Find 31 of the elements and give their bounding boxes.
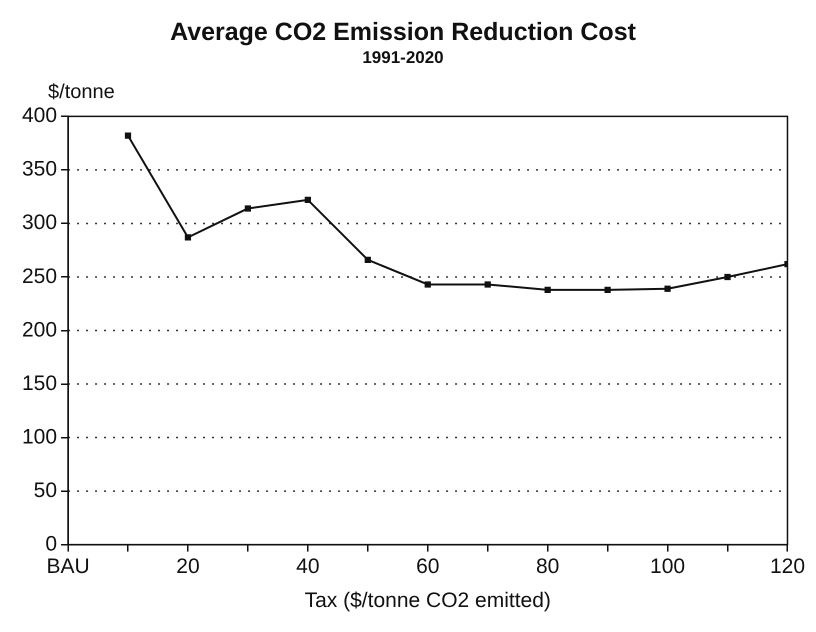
y-axis-title: $/tonne (48, 80, 115, 103)
y-tick-label: 200 (22, 318, 58, 342)
x-tick-label: 20 (176, 554, 200, 578)
point (364, 256, 371, 263)
y-tick-label: 350 (22, 158, 58, 181)
x-tick-label: 40 (296, 554, 320, 578)
y-tick-label: 300 (22, 211, 58, 234)
point (724, 274, 731, 280)
point (184, 234, 192, 240)
x-axis-title: Tax ($/tonne CO2 emitted) (304, 589, 551, 612)
y-tick-label: 0 (45, 532, 58, 556)
point (424, 281, 431, 288)
point (244, 205, 252, 212)
point (124, 132, 132, 139)
chart-title: Average CO2 Emission Reduction Cost (170, 18, 637, 46)
point (304, 196, 311, 204)
x-tick-label: 120 (770, 554, 806, 578)
x-tick-label: 80 (536, 554, 560, 578)
y-tick-label: 150 (22, 372, 58, 395)
y-tick-label: 250 (22, 264, 58, 288)
point (544, 286, 551, 293)
x-tick-label: 60 (416, 554, 440, 578)
y-tick-label: 400 (22, 104, 58, 128)
y-tick-label: 50 (34, 478, 58, 502)
chart-subtitle: 1991-2020 (362, 48, 444, 67)
point (604, 286, 611, 293)
point (664, 286, 671, 292)
y-tick-label: 100 (22, 425, 58, 448)
point (484, 281, 491, 288)
x-tick-label: BAU (46, 554, 90, 578)
x-tick-label: 100 (650, 554, 686, 578)
